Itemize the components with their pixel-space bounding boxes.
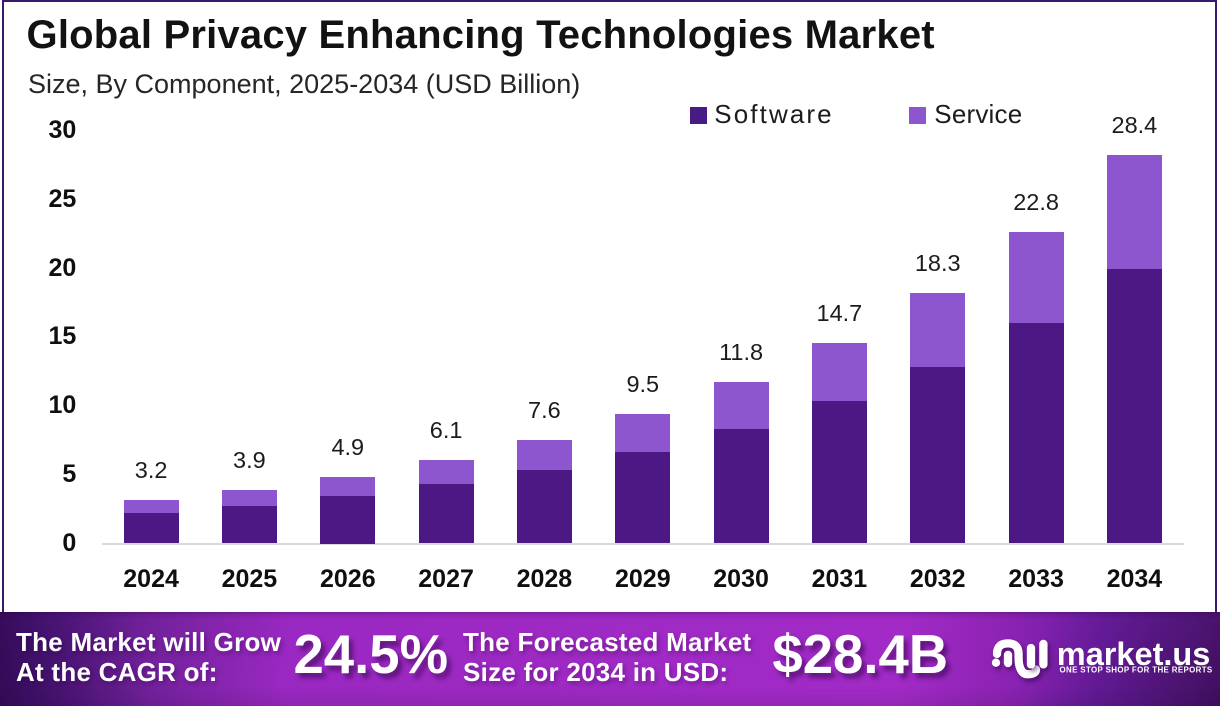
svg-text:ONE STOP SHOP FOR THE REPORTS: ONE STOP SHOP FOR THE REPORTS [1060, 666, 1213, 675]
svg-text:market.us: market.us [1057, 636, 1211, 672]
